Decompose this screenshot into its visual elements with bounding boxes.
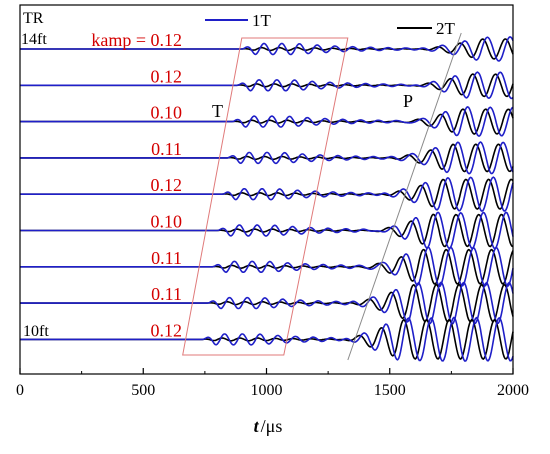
- x-tick-label: 1500: [374, 382, 406, 399]
- trace-1t-line: [20, 71, 514, 100]
- kamp-label: 0.10: [151, 103, 183, 123]
- kamp-label: kamp = 0.12: [91, 30, 182, 50]
- trace-label-10ft: 10ft: [23, 323, 49, 340]
- trace-1t-line: [20, 36, 514, 62]
- x-tick-label: 1000: [251, 382, 283, 399]
- legend-label-2T: 2T: [436, 19, 456, 38]
- trace-1t-line: [20, 176, 514, 212]
- kamp-label: 0.12: [151, 66, 183, 86]
- x-axis-label: t/μs: [254, 416, 283, 436]
- p-wave-arrival-line: [347, 32, 462, 361]
- annotation-t: T: [212, 101, 223, 121]
- trace-1t-line: [20, 246, 514, 287]
- kamp-labels: kamp = 0.12 0.12 0.10 0.11 0.12 0.10 0.11 0.11 0…: [91, 30, 182, 340]
- x-axis-unit: /μs: [261, 416, 283, 436]
- x-tick-label: 500: [131, 382, 155, 399]
- trace-label-tr: TR: [23, 10, 44, 27]
- t-wave-window-box: [182, 37, 349, 356]
- x-tick-label: 0: [16, 382, 24, 399]
- waveform-traces: [20, 36, 514, 362]
- trace-1t-line: [20, 281, 514, 325]
- trace-1t-line: [20, 211, 514, 250]
- legend: 1T 2T: [205, 11, 456, 38]
- kamp-label: 0.12: [151, 175, 183, 195]
- x-axis-variable: t: [254, 416, 260, 436]
- trace-label-14ft: 14ft: [21, 31, 47, 48]
- trace-1t-line: [20, 105, 514, 137]
- legend-label-1T: 1T: [252, 11, 272, 30]
- kamp-label: 0.12: [151, 320, 183, 340]
- trace-1t-line: [20, 141, 514, 175]
- kamp-label: 0.11: [151, 139, 182, 159]
- kamp-label: 0.11: [151, 248, 182, 268]
- kamp-label: 0.10: [151, 212, 183, 232]
- kamp-label: 0.11: [151, 284, 182, 304]
- x-tick-label: 2000: [497, 382, 529, 399]
- x-axis-ticks: 0 500 1000 1500 2000: [16, 368, 529, 399]
- trace-1t-line: [20, 316, 514, 362]
- annotation-p: P: [403, 91, 413, 111]
